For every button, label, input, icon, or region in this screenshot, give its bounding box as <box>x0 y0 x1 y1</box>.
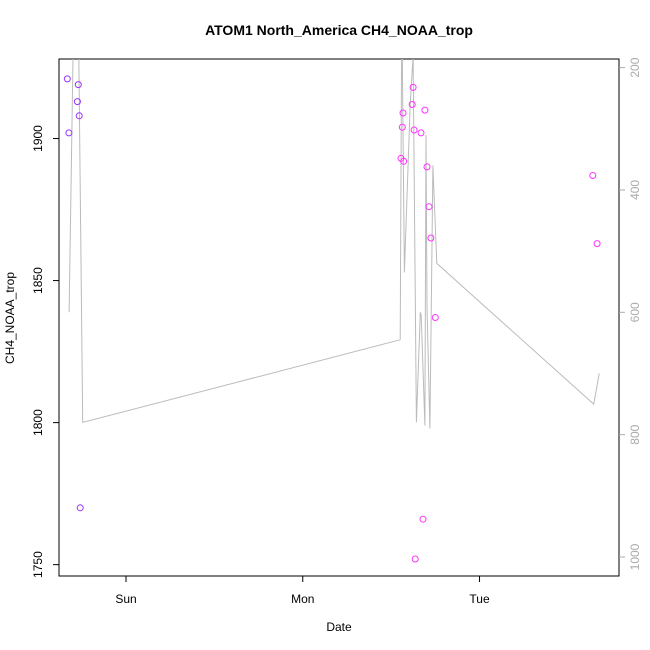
data-point <box>431 314 439 321</box>
y-tick-label: 1900 <box>31 125 45 152</box>
data-point <box>65 129 73 137</box>
plot-area-border <box>58 58 620 577</box>
data-point <box>408 101 416 108</box>
data-point <box>400 157 408 165</box>
pressure-series-line <box>68 59 600 429</box>
y2-axis: 200 400 600 800 1000 <box>619 57 642 570</box>
data-point <box>76 504 84 512</box>
data-point <box>399 109 407 117</box>
data-point <box>73 98 81 106</box>
y-axis: 1750 1800 1850 1900 <box>31 125 59 578</box>
x-tick-label: Tue <box>469 592 490 606</box>
data-point <box>75 112 83 120</box>
y2-tick-label: 800 <box>628 424 642 444</box>
data-point <box>417 129 425 137</box>
pressure-line-layer <box>68 59 600 429</box>
chart-title: ATOM1 North_America CH4_NOAA_trop <box>205 22 473 38</box>
y-tick-label: 1750 <box>31 551 45 578</box>
data-point <box>593 240 601 248</box>
data-point <box>423 163 431 171</box>
data-point <box>409 83 417 91</box>
x-tick-label: Sun <box>115 592 136 606</box>
x-tick-label: Mon <box>291 592 314 606</box>
data-point <box>589 172 597 179</box>
y-tick-label: 1800 <box>31 409 45 436</box>
y2-tick-label: 1000 <box>628 543 642 570</box>
x-axis: Sun Mon Tue <box>115 576 490 606</box>
data-point <box>410 126 418 134</box>
data-point <box>398 123 406 131</box>
y-axis-label: CH4_NOAA_trop <box>3 272 17 364</box>
data-point <box>425 203 433 211</box>
data-point <box>427 234 435 242</box>
x-axis-label: Date <box>326 620 352 634</box>
data-point <box>421 106 429 114</box>
data-points-layer <box>63 75 601 563</box>
y2-tick-label: 200 <box>628 57 642 77</box>
data-point <box>63 75 71 83</box>
data-point <box>411 555 419 563</box>
y-tick-label: 1850 <box>31 267 45 294</box>
y2-tick-label: 600 <box>628 302 642 322</box>
data-point <box>419 515 427 523</box>
y2-tick-label: 400 <box>628 180 642 200</box>
data-point <box>74 81 82 89</box>
